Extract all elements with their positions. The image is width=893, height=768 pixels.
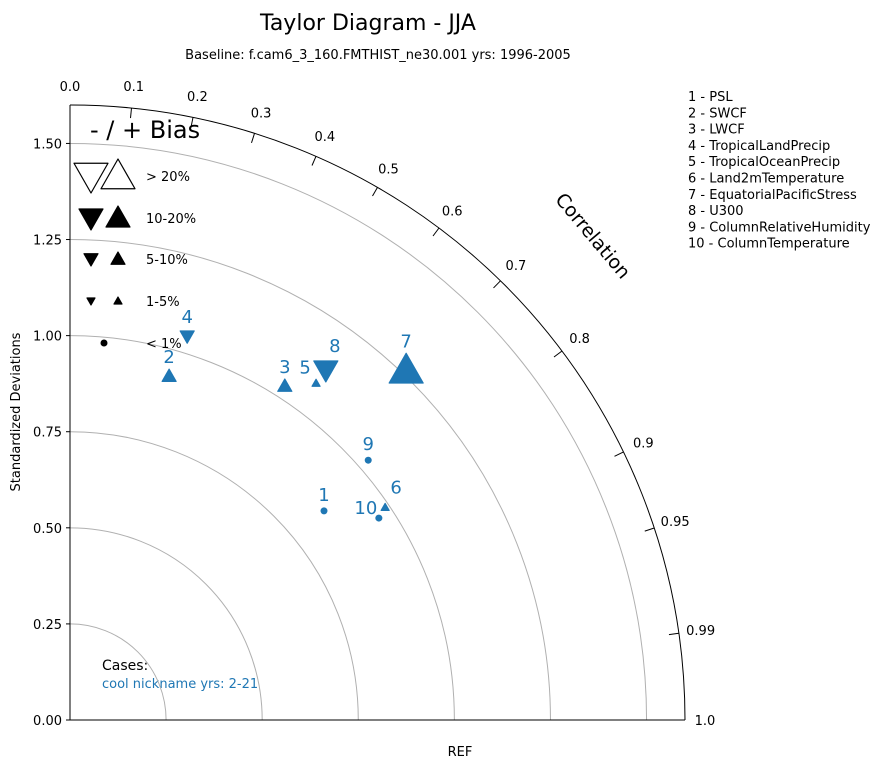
variable-legend-entry: 2 - SWCF [688,106,747,121]
correlation-tick-label: 0.5 [378,162,399,177]
variable-legend-entry: 10 - ColumnTemperature [688,237,850,252]
y-tick-label: 1.00 [33,330,62,345]
data-point-label: 2 [163,347,174,368]
bias-legend-label: 10-20% [146,212,196,227]
data-point-up-triangle [161,368,177,382]
data-point-dot [375,514,383,522]
correlation-tick-label: 0.99 [686,624,715,639]
correlation-tick [614,451,624,457]
variable-legend-entry: 3 - LWCF [688,123,745,138]
correlation-tick [190,117,194,128]
correlation-tick [553,350,563,358]
correlation-tick-label: 0.95 [661,515,690,530]
data-point-label: 10 [354,498,377,519]
legend-up-triangle-icon [105,205,131,228]
legend-up-triangle-icon [113,296,123,305]
correlation-tick [493,280,501,289]
variable-legend-entry: 4 - TropicalLandPrecip [688,139,830,154]
data-point-label: 7 [400,331,411,352]
bias-legend-label: < 1% [146,337,182,352]
std-grid-arc [69,335,455,721]
x-axis-label: REF [448,745,473,760]
data-point-label: 6 [390,477,401,498]
y-tick-label: 0.75 [33,426,62,441]
data-point-up-triangle [388,352,424,384]
data-point-label: 5 [299,357,310,378]
correlation-tick-label: 0.1 [123,80,144,95]
data-point-label: 3 [279,357,290,378]
data-point-up-triangle [311,378,321,387]
legend-up-triangle-icon [100,158,136,190]
correlation-tick-label: 0.7 [506,259,527,274]
data-point-down-triangle [313,360,339,383]
correlation-tick [251,133,255,144]
std-grid-arc [69,431,359,721]
legend-dot-marker [100,339,108,347]
y-tick-label: 0.00 [33,714,62,729]
bias-legend-label: > 20% [146,170,190,185]
cases-title: Cases: [102,658,148,674]
correlation-tick-label: 0.8 [569,332,590,347]
bias-legend-title: - / + Bias [90,116,200,144]
data-point-dot [320,507,328,515]
legend-up-triangle-icon [110,251,126,265]
variable-legend-entry: 7 - EquatorialPacificStress [688,188,857,203]
y-tick-label: 0.50 [33,522,62,537]
correlation-tick-label: 0.6 [442,204,463,219]
legend-down-triangle-icon [86,297,96,306]
variable-legend-entry: 5 - TropicalOceanPrecip [688,155,840,170]
correlation-tick [644,527,655,532]
correlation-tick [372,187,378,197]
legend-down-triangle-icon [73,162,109,194]
data-point-up-triangle [277,378,293,392]
correlation-tick [130,108,132,119]
correlation-label: Correlation [550,189,634,283]
correlation-tick-label: 0.2 [187,90,208,105]
variable-legend-entry: 1 - PSL [688,90,733,105]
legend-down-triangle-icon [78,208,104,231]
correlation-tick-label: 1.0 [695,714,716,729]
data-point-label: 9 [362,434,373,455]
variable-legend-entry: 6 - Land2mTemperature [688,172,844,187]
correlation-tick-label: 0.3 [251,106,272,121]
bias-legend-label: 5-10% [146,253,188,268]
variable-legend-entry: 9 - ColumnRelativeHumidity [688,220,871,235]
std-grid-arc [69,142,648,721]
correlation-tick-label: 0.0 [60,80,81,95]
data-point-label: 4 [181,307,192,328]
correlation-tick-label: 0.9 [633,436,654,451]
outer-arc [69,104,686,721]
bias-legend-label: 1-5% [146,295,180,310]
correlation-tick [432,227,440,237]
data-point-label: 1 [318,485,329,506]
chart-subtitle: Baseline: f.cam6_3_160.FMTHIST_ne30.001 … [185,48,571,63]
correlation-tick [668,632,679,636]
variable-legend-entry: 8 - U300 [688,204,744,219]
y-tick-label: 1.50 [33,137,62,152]
y-tick-label: 1.25 [33,234,62,249]
case-entry: cool nickname yrs: 2-21 [102,677,258,692]
std-grid-arc [69,623,167,721]
std-grid-arc [69,527,263,721]
correlation-tick [311,156,317,166]
y-axis-label: Standardized Deviations [9,332,24,491]
legend-down-triangle-icon [83,253,99,267]
std-grid-arc [69,239,551,721]
chart-title: Taylor Diagram - JJA [259,11,476,36]
data-point-down-triangle [179,330,195,344]
data-point-dot [364,456,372,464]
data-point-label: 8 [329,336,340,357]
data-point-up-triangle [380,502,390,512]
y-tick-label: 0.25 [33,618,62,633]
correlation-tick-label: 0.4 [314,130,335,145]
